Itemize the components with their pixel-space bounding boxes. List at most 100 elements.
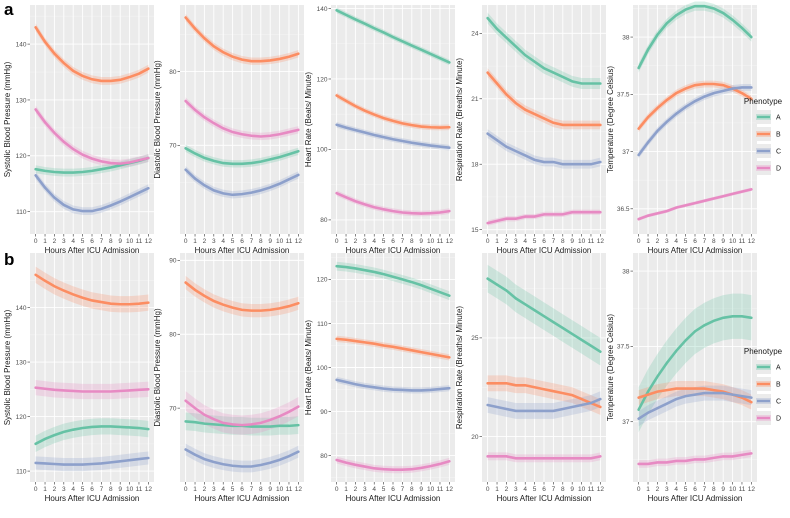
y-tick-label: 120 bbox=[16, 414, 27, 421]
legend-title: Phenotype bbox=[744, 347, 783, 356]
x-axis-title: Hours After ICU Admission bbox=[497, 494, 592, 503]
series-line-D bbox=[486, 455, 602, 460]
y-tick-label: 20 bbox=[471, 434, 479, 441]
legend-label-C: C bbox=[776, 399, 781, 406]
x-tick-label: 6 bbox=[391, 238, 395, 245]
y-tick-label: 21 bbox=[471, 96, 479, 103]
x-tick-label: 1 bbox=[646, 238, 650, 245]
series-line-C bbox=[335, 378, 451, 392]
series-line-B bbox=[486, 71, 602, 127]
x-tick-label: 3 bbox=[62, 486, 66, 493]
x-tick-label: 2 bbox=[53, 238, 57, 245]
x-tick-label: 7 bbox=[552, 238, 556, 245]
y-tick-label: 100 bbox=[317, 147, 328, 154]
x-tick-label: 7 bbox=[401, 486, 405, 493]
x-axis-title: Hours After ICU Admission bbox=[346, 246, 441, 255]
ci-band-B bbox=[35, 23, 149, 85]
y-tick-label: 37 bbox=[622, 149, 630, 156]
series-line-A bbox=[335, 8, 451, 64]
series-line-A bbox=[335, 264, 451, 298]
y-axis-title: Diastolic Blood Pressure (mmHg) bbox=[153, 308, 162, 427]
x-tick-label: 8 bbox=[712, 238, 716, 245]
y-tick-label: 140 bbox=[317, 6, 328, 13]
series-line-D bbox=[637, 188, 753, 221]
ci-band-C bbox=[638, 385, 752, 427]
x-tick-label: 8 bbox=[109, 238, 113, 245]
x-tick-label: 9 bbox=[419, 486, 423, 493]
legend-a: Phenotype A B C D bbox=[744, 97, 783, 175]
x-tick-label: 12 bbox=[597, 486, 605, 493]
series-line-D bbox=[184, 399, 300, 427]
x-axis-title: Hours After ICU Admission bbox=[346, 494, 441, 503]
y-tick-label: 37 bbox=[622, 419, 630, 426]
x-tick-label: 0 bbox=[34, 238, 38, 245]
x-tick-label: 1 bbox=[495, 486, 499, 493]
x-tick-label: 2 bbox=[656, 238, 660, 245]
y-tick-label: 130 bbox=[16, 97, 27, 104]
y-tick-label: 37.5 bbox=[617, 92, 630, 99]
x-tick-label: 6 bbox=[693, 238, 697, 245]
x-tick-label: 10 bbox=[427, 238, 435, 245]
x-tick-label: 2 bbox=[505, 238, 509, 245]
series-line-A bbox=[637, 314, 753, 411]
x-tick-label: 10 bbox=[578, 238, 586, 245]
x-tick-label: 5 bbox=[231, 486, 235, 493]
x-tick-label: 10 bbox=[276, 238, 284, 245]
legend-b: Phenotype A B C D bbox=[744, 347, 783, 425]
x-tick-label: 4 bbox=[523, 486, 527, 493]
x-tick-label: 11 bbox=[286, 486, 293, 493]
x-tick-label: 4 bbox=[372, 238, 376, 245]
x-tick-label: 12 bbox=[145, 238, 153, 245]
ci-band-B bbox=[185, 275, 299, 318]
y-tick-label: 15 bbox=[471, 227, 479, 234]
legend-key-A: A bbox=[756, 360, 781, 374]
x-tick-label: 6 bbox=[542, 486, 546, 493]
x-tick-label: 12 bbox=[446, 486, 454, 493]
x-tick-label: 9 bbox=[118, 238, 122, 245]
y-axis-title: Diastolic Blood Pressure (mmHg) bbox=[153, 60, 162, 179]
ci-band-A bbox=[35, 154, 149, 177]
series-line-A bbox=[486, 16, 602, 85]
ci-band-C bbox=[35, 451, 149, 472]
x-tick-label: 3 bbox=[212, 486, 216, 493]
legend-label-B: B bbox=[776, 382, 781, 389]
x-tick-label: 3 bbox=[514, 486, 518, 493]
legend-key-C: C bbox=[756, 144, 781, 158]
legend-label-D: D bbox=[776, 416, 781, 423]
x-tick-label: 1 bbox=[43, 238, 47, 245]
y-axis-title: Systolic Blood Pressure (mmHg) bbox=[3, 309, 12, 425]
x-tick-label: 11 bbox=[286, 238, 293, 245]
legend-key-B: B bbox=[756, 127, 781, 141]
legend-label-D: D bbox=[776, 166, 781, 173]
x-tick-label: 3 bbox=[363, 238, 367, 245]
x-tick-label: 6 bbox=[693, 486, 697, 493]
x-tick-label: 12 bbox=[597, 238, 605, 245]
series-line-C bbox=[486, 132, 602, 166]
x-tick-label: 11 bbox=[437, 238, 444, 245]
x-tick-label: 5 bbox=[81, 238, 85, 245]
x-tick-label: 2 bbox=[203, 238, 207, 245]
ci-band-D bbox=[487, 209, 601, 226]
y-tick-label: 36.5 bbox=[617, 206, 630, 213]
y-tick-label: 110 bbox=[16, 468, 27, 475]
x-tick-label: 0 bbox=[184, 486, 188, 493]
y-tick-label: 100 bbox=[317, 365, 328, 372]
series-line-B bbox=[335, 94, 451, 129]
x-tick-label: 5 bbox=[533, 238, 537, 245]
x-tick-label: 8 bbox=[109, 486, 113, 493]
x-tick-label: 6 bbox=[240, 486, 244, 493]
x-tick-label: 5 bbox=[684, 238, 688, 245]
x-tick-label: 7 bbox=[703, 486, 707, 493]
x-tick-label: 1 bbox=[344, 486, 348, 493]
x-tick-label: 8 bbox=[410, 486, 414, 493]
legend-key-C: C bbox=[756, 394, 781, 408]
legend-label-B: B bbox=[776, 132, 781, 139]
y-axis-title: Temperature (Degree Celsius) bbox=[606, 66, 615, 173]
legend-label-A: A bbox=[776, 115, 781, 122]
x-tick-label: 9 bbox=[268, 238, 272, 245]
x-axis-title: Hours After ICU Admission bbox=[195, 246, 290, 255]
ci-band-A bbox=[487, 12, 601, 89]
